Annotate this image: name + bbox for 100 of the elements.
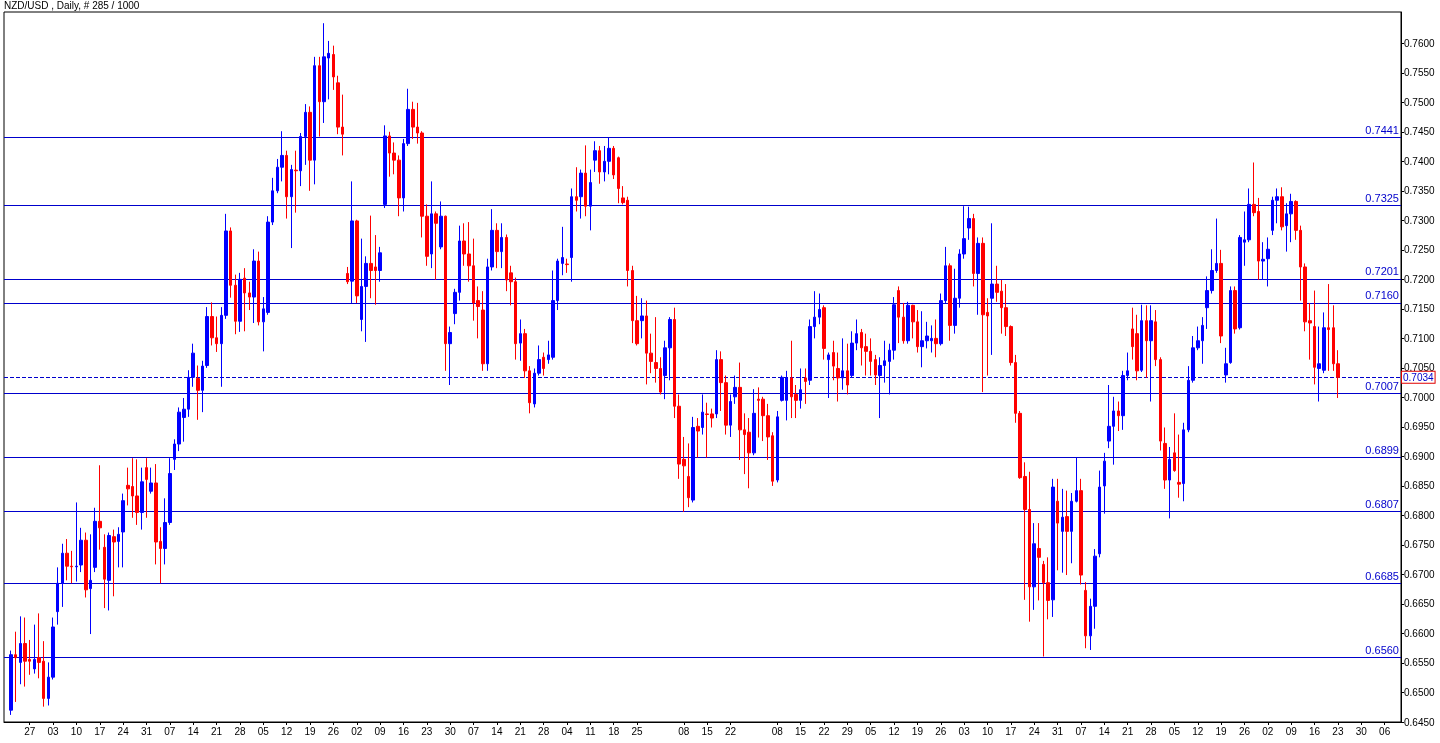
- candlestick: [836, 352, 840, 403]
- candlestick: [1098, 470, 1101, 558]
- y-tick-label: 0.7000: [1404, 391, 1436, 403]
- y-tick-label: 0.6750: [1404, 539, 1436, 551]
- candlestick: [411, 101, 415, 140]
- candlestick: [1173, 412, 1176, 473]
- candlestick: [542, 352, 545, 377]
- candlestick: [75, 501, 78, 583]
- x-tick-label: 14: [491, 725, 503, 737]
- x-tick-label: 24: [1028, 725, 1041, 737]
- candlestick: [570, 187, 573, 283]
- candlestick: [495, 222, 499, 269]
- candlestick: [1313, 290, 1316, 385]
- candlestick: [1280, 186, 1284, 231]
- candlestick: [434, 210, 438, 281]
- candlestick: [691, 416, 695, 503]
- candlestick: [9, 650, 13, 716]
- candlestick: [79, 527, 83, 573]
- candlestick: [776, 410, 779, 483]
- candlestick: [84, 532, 88, 598]
- candlestick: [799, 367, 802, 410]
- y-tick-label: 0.7550: [1404, 67, 1436, 79]
- x-tick-label: 07: [164, 725, 176, 737]
- x-tick-label: 14: [187, 725, 200, 737]
- candlestick: [687, 442, 690, 508]
- x-tick-label: 08: [771, 725, 784, 737]
- candlestick: [234, 274, 237, 335]
- candlestick: [56, 566, 59, 626]
- candlestick: [294, 150, 298, 214]
- x-tick-label: 30: [1355, 725, 1368, 737]
- candlestick: [308, 105, 312, 192]
- x-tick-label: 15: [795, 725, 807, 737]
- candlestick: [149, 467, 153, 495]
- candlestick: [23, 617, 27, 688]
- candlestick: [346, 266, 349, 285]
- candlestick: [355, 219, 359, 304]
- candlestick: [112, 529, 116, 597]
- x-tick-label: 18: [608, 725, 620, 737]
- y-tick-label: 0.6650: [1404, 598, 1436, 610]
- candlestick: [1037, 522, 1041, 601]
- candlestick: [444, 215, 447, 372]
- candlestick: [1177, 434, 1181, 499]
- candlestick: [107, 532, 111, 611]
- x-tick-label: 08: [678, 725, 690, 737]
- x-tick-label: 16: [397, 725, 410, 737]
- candlestick: [981, 236, 985, 393]
- candlestick: [593, 140, 597, 173]
- x-tick-label: 25: [631, 725, 644, 737]
- candlestick: [967, 206, 971, 241]
- y-tick-label: 0.7400: [1404, 155, 1436, 167]
- candlestick: [1140, 304, 1143, 373]
- y-tick-label: 0.6500: [1404, 686, 1436, 698]
- x-tick-label: 21: [1122, 725, 1134, 737]
- chart-title: NZD/USD , Daily, # 285 / 1000: [4, 0, 140, 11]
- candlestick: [121, 493, 125, 568]
- candlestick: [500, 222, 503, 269]
- candlestick: [1154, 309, 1157, 367]
- candlestick: [332, 45, 335, 91]
- candlestick: [33, 624, 36, 675]
- candlestick: [752, 388, 756, 456]
- ref-line-label: 0.7007: [1365, 379, 1399, 392]
- candlestick: [1233, 285, 1237, 335]
- candlestick: [1168, 446, 1171, 519]
- candlestick: [565, 258, 569, 274]
- candlestick: [93, 507, 97, 573]
- candlestick: [378, 246, 382, 283]
- candlestick: [98, 464, 102, 551]
- x-tick-label: 27: [24, 725, 36, 737]
- candlestick: [747, 417, 751, 489]
- y-tick-label: 0.7450: [1404, 126, 1436, 138]
- candlestick: [290, 164, 293, 249]
- candlestick: [1163, 426, 1167, 490]
- candlestick: [14, 631, 17, 703]
- candlestick: [65, 538, 69, 581]
- candlestick: [1327, 283, 1330, 372]
- candlestick: [1229, 285, 1232, 365]
- x-tick-label: 28: [538, 725, 550, 737]
- y-tick-label: 0.7050: [1404, 362, 1436, 374]
- x-tick-label: 28: [234, 725, 246, 737]
- candlestick: [1224, 347, 1228, 384]
- x-tick-label: 02: [1262, 725, 1274, 737]
- x-tick-label: 22: [724, 725, 737, 737]
- x-tick-label: 07: [1075, 725, 1087, 737]
- candlestick: [61, 543, 64, 608]
- ref-line-label: 0.7201: [1365, 265, 1399, 278]
- y-tick-label: 0.6800: [1404, 509, 1436, 521]
- candlestick: [841, 337, 844, 391]
- candlestick: [902, 302, 905, 345]
- x-tick-label: 26: [935, 725, 947, 737]
- candlestick: [874, 354, 877, 386]
- candlestick: [1261, 241, 1265, 281]
- candlestick: [313, 56, 316, 185]
- candlestick: [701, 393, 704, 436]
- y-tick-label: 0.6600: [1404, 627, 1436, 639]
- y-tick-label: 0.7350: [1404, 185, 1436, 197]
- x-tick-label: 22: [818, 725, 830, 737]
- candlestick: [383, 124, 387, 209]
- candlestick: [322, 22, 326, 124]
- y-tick-label: 0.6700: [1404, 568, 1436, 580]
- x-tick-label: 19: [304, 725, 317, 737]
